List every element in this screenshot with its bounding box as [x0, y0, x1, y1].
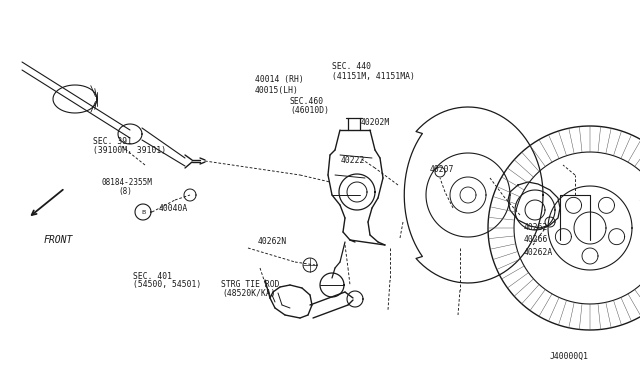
Text: 08184-2355M: 08184-2355M: [101, 178, 152, 187]
Text: (54500, 54501): (54500, 54501): [133, 280, 202, 289]
Text: SEC. 440: SEC. 440: [332, 62, 371, 71]
Text: 40222: 40222: [341, 156, 365, 165]
Text: J40000Q1: J40000Q1: [549, 352, 588, 361]
Text: (39100M, 39101): (39100M, 39101): [93, 146, 166, 155]
Text: 40262A: 40262A: [524, 248, 553, 257]
Text: B: B: [141, 209, 145, 215]
Text: SEC. 391: SEC. 391: [93, 137, 132, 146]
Text: 40207: 40207: [430, 165, 454, 174]
Text: (46010D): (46010D): [290, 106, 329, 115]
Text: STRG TIE ROD: STRG TIE ROD: [221, 280, 279, 289]
Text: (8): (8): [118, 187, 132, 196]
Text: 40014 (RH): 40014 (RH): [255, 76, 303, 84]
Text: 40202M: 40202M: [360, 118, 390, 127]
Text: SEC. 401: SEC. 401: [133, 272, 172, 280]
Text: 40262N: 40262N: [258, 237, 287, 246]
Text: (41151M, 41151MA): (41151M, 41151MA): [332, 72, 415, 81]
Text: FRONT: FRONT: [44, 235, 73, 245]
Text: 40040A: 40040A: [159, 204, 188, 213]
Text: 40262: 40262: [524, 223, 548, 232]
Text: 40015(LH): 40015(LH): [255, 86, 299, 94]
Text: (48520K/KA): (48520K/KA): [223, 289, 276, 298]
Text: SEC.460: SEC.460: [290, 97, 324, 106]
Text: 40266: 40266: [524, 235, 548, 244]
